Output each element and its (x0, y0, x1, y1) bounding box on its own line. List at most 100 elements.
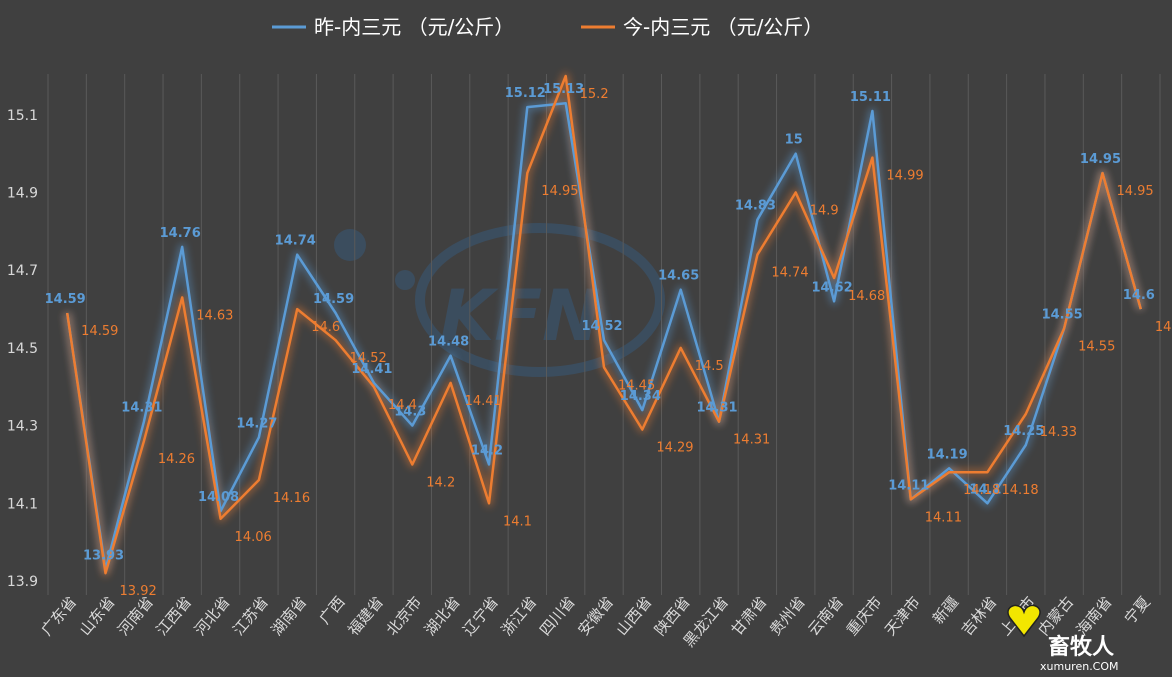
x-tick-label: 辽宁省 (459, 593, 502, 639)
data-label-yesterday: 13.93 (83, 548, 124, 563)
data-label-yesterday: 14.74 (275, 234, 316, 249)
data-label-today: 15.2 (580, 87, 609, 102)
x-tick-label: 新疆 (929, 593, 962, 628)
data-label-today: 14.63 (196, 308, 233, 323)
data-label-today: 14.59 (81, 324, 118, 339)
data-label-yesterday: 14.62 (812, 280, 853, 295)
data-label-yesterday: 15.11 (850, 90, 891, 105)
logo-watermark-text: KFN (440, 275, 601, 357)
brand-watermark: 畜牧人 xumuren.COM (1007, 604, 1119, 673)
data-label-yesterday: 14.48 (428, 335, 469, 350)
data-label-today: 14.2 (426, 475, 455, 490)
data-label-yesterday: 14.6 (1123, 288, 1155, 303)
x-tick-label: 河北省 (191, 593, 234, 639)
data-label-yesterday: 14.25 (1003, 424, 1044, 439)
data-label-yesterday: 14.1 (969, 482, 1001, 497)
legend-label-today: 今-内三元 （元/公斤） (623, 15, 823, 39)
series-line-today (65, 74, 1143, 575)
data-label-yesterday: 14.65 (658, 269, 699, 284)
data-label-yesterday: 14.2 (471, 443, 503, 458)
data-label-today: 14.18 (1001, 483, 1038, 498)
data-label-today: 14.16 (273, 491, 310, 506)
data-label-today: 14.95 (1116, 184, 1153, 199)
data-label-today: 14.74 (771, 266, 808, 281)
brand-watermark-url: xumuren.COM (1040, 660, 1119, 673)
x-tick-label: 河南省 (114, 593, 157, 639)
y-tick-label: 14.3 (7, 419, 38, 435)
x-tick-label: 北京市 (383, 593, 426, 639)
x-tick-label: 广东省 (38, 593, 81, 639)
data-label-today: 14.55 (1078, 340, 1115, 355)
legend-label-yesterday: 昨-内三元 （元/公斤） (314, 15, 514, 39)
logo-watermark: KFN (334, 223, 665, 377)
y-tick-label: 14.5 (7, 341, 38, 357)
x-tick-label: 内蒙古 (1034, 593, 1077, 639)
x-tick-label: 江西省 (153, 593, 196, 639)
x-tick-label: 江苏省 (229, 593, 272, 639)
data-label-today: 14.31 (733, 433, 770, 448)
data-label-today: 14.41 (465, 394, 502, 409)
x-tick-label: 吉林省 (958, 593, 1001, 639)
x-tick-label: 重庆市 (843, 593, 886, 639)
x-tick-label: 四川省 (536, 593, 579, 639)
data-label-yesterday: 14.19 (927, 447, 968, 462)
x-tick-label: 广西 (316, 593, 349, 628)
x-tick-label: 宁夏 (1121, 593, 1154, 628)
data-label-today: 14.95 (541, 184, 578, 199)
y-tick-label: 13.9 (7, 574, 38, 590)
data-label-yesterday: 14.08 (198, 490, 239, 505)
x-tick-label: 山西省 (613, 593, 656, 639)
data-label-yesterday: 15.13 (543, 82, 584, 97)
data-label-today: 14.33 (1040, 425, 1077, 440)
data-label-yesterday: 14.3 (394, 405, 426, 420)
data-label-yesterday: 14.83 (735, 199, 776, 214)
data-label-yesterday: 14.55 (1042, 308, 1083, 323)
data-label-yesterday: 14.31 (121, 401, 162, 416)
data-label-today: 14.5 (695, 359, 724, 374)
data-label-today: 14.6 (1155, 320, 1172, 335)
x-tick-label: 福建省 (344, 593, 387, 639)
heart-icon (1007, 604, 1041, 638)
y-tick-label: 15.1 (7, 108, 38, 124)
series-line-yesterday (65, 101, 1143, 571)
data-label-today: 14.1 (503, 514, 532, 529)
data-label-today: 14.18 (963, 483, 1000, 498)
data-label-today: 14.6 (311, 320, 340, 335)
x-tick-label: 云南省 (804, 593, 847, 639)
data-label-yesterday: 14.27 (236, 416, 277, 431)
data-label-today: 14.29 (656, 441, 693, 456)
data-label-yesterday: 14.11 (888, 478, 929, 493)
x-tick-label: 浙江省 (498, 593, 541, 639)
x-tick-label: 甘肃省 (728, 593, 771, 639)
x-tick-label: 海南省 (1073, 593, 1116, 639)
data-label-today: 14.9 (810, 204, 839, 219)
x-tick-label: 山东省 (76, 593, 119, 639)
data-label-today: 13.92 (120, 584, 157, 599)
data-label-today: 14.52 (350, 351, 387, 366)
data-label-yesterday: 14.31 (696, 401, 737, 416)
data-label-yesterday: 14.34 (620, 389, 661, 404)
data-label-yesterday: 14.52 (581, 319, 622, 334)
data-label-today: 14.99 (886, 169, 923, 184)
data-label-today: 14.11 (925, 510, 962, 525)
y-tick-label: 14.7 (7, 263, 38, 279)
data-label-today: 14.4 (388, 398, 417, 413)
y-axis: 13.9 14.1 14.3 14.5 14.7 14.9 15.1 (7, 108, 38, 590)
data-label-yesterday: 14.59 (313, 292, 354, 307)
data-label-today: 14.45 (618, 378, 655, 393)
series-lines (63, 72, 1145, 577)
legend: 昨-内三元 （元/公斤） 今-内三元 （元/公斤） (272, 15, 823, 39)
y-tick-label: 14.1 (7, 496, 38, 512)
data-label-yesterday: 14.41 (351, 362, 392, 377)
data-label-yesterday: 15.12 (505, 86, 546, 101)
data-label-today: 14.26 (158, 452, 195, 467)
data-label-today: 14.68 (848, 289, 885, 304)
data-label-yesterday: 14.76 (160, 226, 201, 241)
data-label-yesterday: 15 (785, 133, 803, 148)
data-label-yesterday: 14.59 (45, 292, 86, 307)
data-label-yesterday: 14.95 (1080, 152, 1121, 167)
x-tick-label: 湖北省 (421, 593, 464, 639)
x-tick-label: 湖南省 (268, 593, 311, 639)
